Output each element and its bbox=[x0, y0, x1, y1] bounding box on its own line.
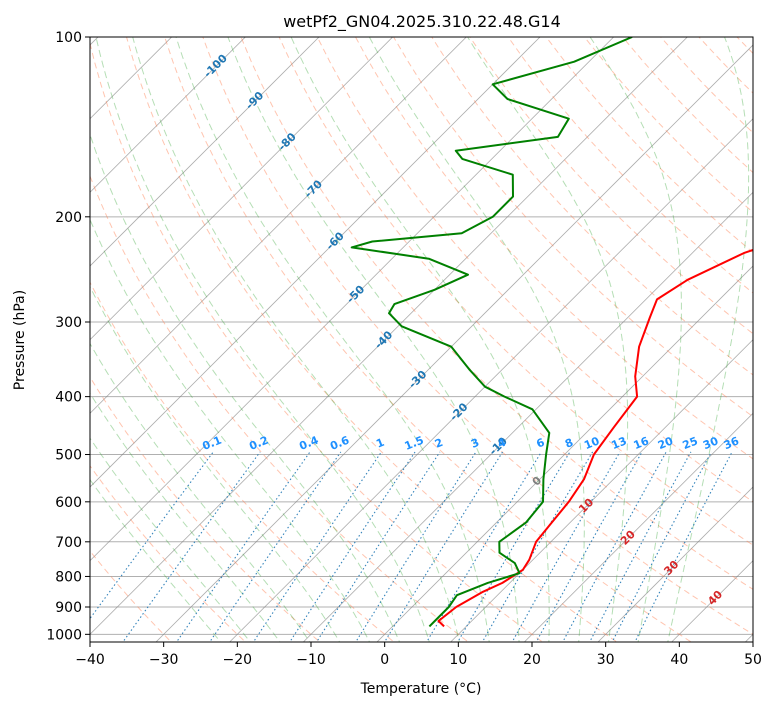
isotherm-line bbox=[90, 37, 615, 562]
dry-adiabat-line bbox=[90, 464, 247, 642]
dry-adiabat-line bbox=[126, 37, 618, 642]
moist-adiabat-line bbox=[90, 392, 281, 642]
isotherm-line bbox=[450, 339, 753, 642]
y-tick-label: 200 bbox=[55, 210, 82, 226]
profile-lines bbox=[350, 37, 753, 628]
dewpoint-profile-line bbox=[350, 37, 633, 628]
mixing-ratio-label: 2 bbox=[433, 436, 445, 451]
moist-adiabat-line bbox=[227, 37, 520, 642]
mixing-ratio-label: 1 bbox=[374, 436, 386, 451]
moist-adiabat-line bbox=[589, 37, 682, 642]
moist-adiabat-line bbox=[90, 285, 341, 642]
mixing-ratio-line bbox=[175, 451, 311, 642]
mixing-ratio-line bbox=[611, 451, 712, 642]
mixing-ratio-label: 10 bbox=[582, 434, 601, 452]
isotherm-line bbox=[302, 191, 753, 642]
mixing-ratio-label: 20 bbox=[656, 434, 675, 452]
isotherm-line bbox=[90, 37, 541, 488]
dry-adiabat-line bbox=[90, 41, 544, 642]
moist-adiabat-line bbox=[90, 437, 251, 642]
isotherm-line bbox=[376, 265, 753, 642]
mixing-ratio-label: 25 bbox=[681, 434, 700, 452]
x-axis-label: Temperature (°C) bbox=[360, 681, 482, 697]
isotherm-line bbox=[229, 118, 753, 642]
isotherm-line bbox=[90, 37, 394, 341]
plot-frame bbox=[89, 36, 754, 643]
moist-adiabat-line bbox=[95, 37, 430, 642]
mixing-ratio-label: 16 bbox=[632, 434, 651, 452]
moist-adiabat-line bbox=[368, 37, 585, 642]
y-tick-label: 300 bbox=[55, 315, 82, 331]
mixing-ratio-line bbox=[289, 451, 416, 642]
dry-adiabat-line bbox=[240, 37, 753, 590]
mixing-ratio-line bbox=[511, 451, 621, 642]
mixing-ratio-label: 13 bbox=[610, 434, 629, 452]
isotherm-line bbox=[523, 412, 753, 642]
isotherm-line bbox=[597, 486, 753, 642]
moist-adiabat-line bbox=[90, 478, 222, 642]
mixing-ratio-line bbox=[315, 451, 441, 642]
dry-adiabat-line bbox=[164, 37, 693, 642]
mixing-ratio-line bbox=[209, 451, 342, 642]
mixing-ratio-line bbox=[355, 451, 477, 642]
mixing-ratio-label: 36 bbox=[722, 434, 741, 452]
isotherm-line bbox=[155, 44, 753, 642]
isotherm-line bbox=[90, 37, 688, 635]
moist-adiabat-line bbox=[90, 133, 401, 642]
y-tick-label: 500 bbox=[55, 448, 82, 464]
x-tick-label: 40 bbox=[670, 652, 688, 668]
x-tick-label: 30 bbox=[597, 652, 615, 668]
x-tick-label: 0 bbox=[380, 652, 389, 668]
dry-adiabat-line bbox=[507, 37, 753, 294]
mixing-ratio-label: 3 bbox=[469, 436, 481, 451]
x-tick-label: −40 bbox=[75, 652, 105, 668]
mixing-ratio-label: 8 bbox=[563, 436, 575, 451]
mixing-ratio-line bbox=[634, 451, 733, 642]
mixing-ratio-line bbox=[457, 451, 571, 642]
x-tick-label: −10 bbox=[296, 652, 326, 668]
y-tick-label: 1000 bbox=[46, 627, 82, 643]
isotherm-line bbox=[90, 37, 246, 193]
x-tick-label: 20 bbox=[523, 652, 541, 668]
mixing-ratio-line bbox=[535, 451, 643, 642]
isotherm-line bbox=[90, 37, 320, 267]
y-axis: 100 200 300 400 500 600 700 800 900 1000 bbox=[46, 30, 90, 643]
y-tick-label: 400 bbox=[55, 390, 82, 406]
mixing-ratio-line bbox=[426, 451, 542, 642]
mixing-ratio-line bbox=[122, 451, 261, 642]
isotherm-line bbox=[90, 37, 467, 414]
moist-adiabat-line bbox=[290, 37, 550, 642]
x-tick-label: −30 bbox=[149, 652, 179, 668]
moist-adiabat-line bbox=[90, 218, 371, 642]
x-tick-label: 50 bbox=[744, 652, 762, 668]
moist-adiabat-line bbox=[667, 37, 750, 642]
moist-adiabat-line bbox=[175, 37, 490, 642]
x-tick-label: 10 bbox=[449, 652, 467, 668]
y-tick-label: 900 bbox=[55, 600, 82, 616]
y-axis-label: Pressure (hPa) bbox=[12, 290, 28, 390]
dry-adiabat-line bbox=[90, 376, 321, 642]
dry-adiabat-line bbox=[202, 37, 753, 635]
mixing-ratio-label: 30 bbox=[701, 434, 720, 452]
y-tick-label: 700 bbox=[55, 535, 82, 551]
dry-adiabat-line bbox=[316, 37, 753, 503]
y-tick-label: 100 bbox=[55, 30, 82, 46]
y-tick-label: 800 bbox=[55, 569, 82, 585]
chart-title: wetPf2_GN04.2025.310.22.48.G14 bbox=[283, 12, 561, 32]
moist-adiabat-line bbox=[90, 342, 311, 642]
background-lines bbox=[90, 37, 753, 642]
x-axis: −40 −30 −20 −10 0 10 20 30 40 50 bbox=[75, 642, 762, 668]
x-tick-label: −20 bbox=[223, 652, 253, 668]
mixing-ratio-line bbox=[383, 451, 504, 642]
mixing-ratio-line bbox=[252, 451, 382, 642]
dry-adiabat-line bbox=[278, 37, 753, 546]
moist-adiabat-line bbox=[467, 37, 629, 642]
y-tick-label: 600 bbox=[55, 495, 82, 511]
temperature-profile-line bbox=[437, 248, 753, 628]
